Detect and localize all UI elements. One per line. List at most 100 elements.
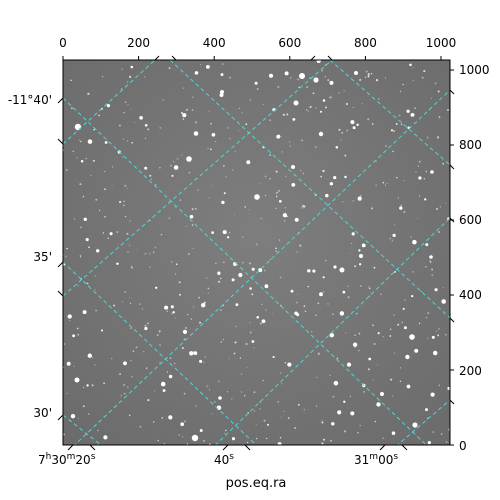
star (126, 386, 129, 389)
star (315, 107, 317, 109)
star (193, 306, 195, 308)
star (207, 287, 210, 290)
star (425, 316, 428, 319)
star (286, 113, 289, 116)
star (201, 303, 206, 308)
star (144, 326, 148, 331)
star (375, 160, 377, 162)
star (253, 410, 256, 412)
star (246, 441, 249, 444)
bright-star (313, 77, 319, 83)
star (168, 415, 173, 420)
star (269, 154, 271, 156)
star (300, 170, 302, 172)
star (442, 162, 445, 165)
star (249, 331, 252, 334)
star (427, 337, 429, 339)
dec-label-30: 30' (33, 406, 52, 420)
star (128, 244, 131, 247)
bright-star (254, 194, 260, 200)
star (321, 442, 324, 445)
star (211, 413, 213, 415)
x-axis-title: pos.eq.ra (226, 476, 287, 491)
star (316, 376, 318, 379)
star (175, 273, 177, 275)
star (104, 188, 106, 190)
star (351, 242, 353, 245)
star (130, 375, 133, 378)
star (100, 329, 104, 332)
star (174, 206, 176, 208)
ra-tick (222, 444, 229, 451)
star (330, 439, 332, 442)
star (275, 191, 279, 194)
star (111, 166, 114, 168)
bright-star (293, 100, 299, 106)
star (174, 317, 177, 319)
star (193, 351, 198, 355)
star (266, 423, 270, 426)
star (440, 433, 443, 435)
star (123, 200, 125, 203)
star (275, 170, 278, 173)
star (130, 109, 132, 111)
star (72, 150, 74, 152)
star (297, 78, 299, 81)
star (249, 262, 252, 265)
grid-line (329, 60, 450, 166)
star (72, 334, 76, 338)
star (303, 305, 306, 308)
star (218, 280, 221, 283)
star (226, 236, 230, 239)
star (373, 266, 376, 269)
star (191, 224, 194, 226)
star (229, 76, 231, 79)
star (242, 236, 244, 238)
star (284, 71, 289, 76)
star (367, 368, 371, 371)
star (241, 261, 244, 264)
star (176, 157, 179, 160)
grid-line (169, 60, 450, 319)
star (141, 308, 144, 310)
star (103, 382, 105, 385)
star (414, 348, 419, 353)
star (67, 314, 72, 319)
star (384, 184, 387, 186)
star (187, 313, 189, 316)
star (98, 114, 100, 117)
star (124, 291, 126, 293)
star (102, 232, 105, 234)
star (73, 365, 75, 368)
bright-star (191, 434, 199, 442)
star (400, 204, 402, 206)
bright-star (409, 334, 415, 340)
star (211, 231, 214, 234)
star (423, 70, 426, 73)
star (397, 323, 400, 326)
star (294, 311, 298, 316)
right-tick-label-800: 800 (459, 138, 482, 152)
star (307, 269, 311, 273)
star (275, 207, 277, 209)
star (228, 358, 230, 360)
star (376, 402, 381, 407)
plot-frame (62, 59, 451, 446)
star (182, 113, 187, 118)
star (85, 238, 89, 242)
star (425, 243, 429, 247)
star (152, 251, 155, 254)
bright-star (318, 131, 324, 137)
star (199, 64, 201, 66)
star (193, 131, 199, 136)
star (418, 322, 421, 325)
star (367, 73, 370, 76)
star (155, 286, 158, 289)
star (139, 425, 142, 428)
star (191, 208, 194, 211)
dec-tick (57, 290, 64, 297)
star (418, 160, 421, 163)
star (116, 231, 119, 233)
star (265, 194, 267, 197)
star (393, 314, 395, 316)
